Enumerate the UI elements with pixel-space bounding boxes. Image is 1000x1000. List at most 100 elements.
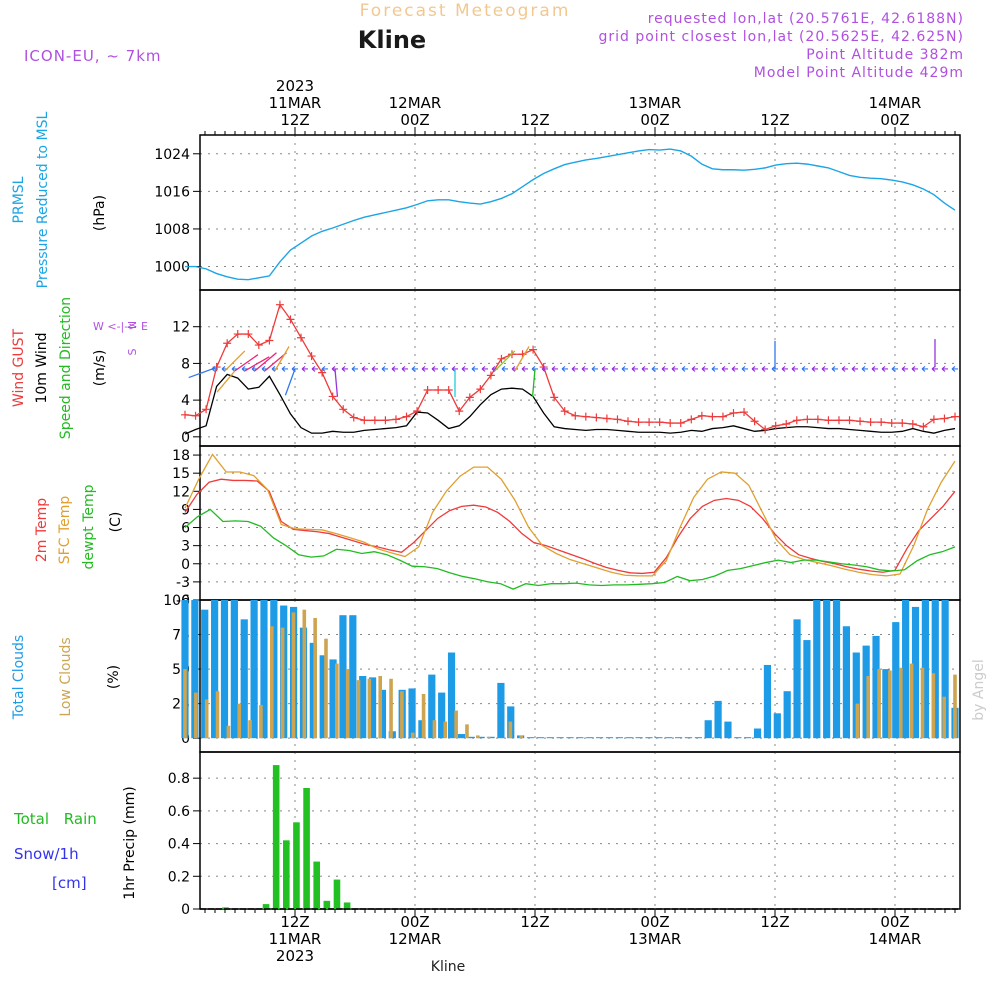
wind-direction-arrow bbox=[671, 365, 678, 372]
low-clouds-bar bbox=[259, 705, 263, 739]
wind-gust-marker bbox=[455, 407, 464, 416]
low-clouds-bar bbox=[855, 703, 860, 739]
wind-direction-arrow bbox=[581, 365, 588, 372]
grid-point-coords: grid point closest lon,lat (20.5625E, 42… bbox=[598, 29, 964, 45]
y-tick-label: 12 bbox=[172, 320, 190, 336]
total-clouds-bar bbox=[793, 619, 801, 739]
rain-bar bbox=[293, 822, 300, 909]
wind-direction-arrow bbox=[931, 365, 938, 372]
total-clouds-bar bbox=[911, 606, 920, 739]
wind-gust-marker bbox=[223, 339, 232, 348]
low-clouds-bar bbox=[335, 663, 339, 739]
total-clouds-bar bbox=[457, 734, 466, 739]
total-clouds-bar bbox=[309, 642, 317, 739]
wind-gust-marker bbox=[202, 405, 211, 414]
wind-gust-marker bbox=[940, 414, 949, 423]
location-title: Kline bbox=[358, 26, 426, 54]
wind-gust-marker bbox=[761, 425, 770, 434]
wind-direction-arrow bbox=[791, 365, 798, 372]
wind-direction-arrow bbox=[641, 365, 648, 372]
rain-bar bbox=[333, 879, 341, 909]
y-tick-label: 3 bbox=[181, 539, 190, 555]
wind-direction-arrow bbox=[321, 365, 328, 372]
wind-direction-arrow bbox=[811, 365, 818, 372]
wind-gust-marker bbox=[771, 421, 780, 430]
low-clouds-bar bbox=[378, 676, 383, 739]
total-clouds-bar bbox=[260, 600, 268, 739]
wind-gust-marker bbox=[834, 416, 843, 425]
low-clouds-bar bbox=[942, 696, 946, 739]
watermark: by Angel bbox=[971, 659, 987, 720]
total-clouds-bar bbox=[536, 737, 544, 739]
low-clouds-bar bbox=[204, 699, 209, 739]
low-clouds-bar bbox=[194, 692, 198, 739]
low-clouds-bar bbox=[920, 667, 925, 739]
wind-gust-marker bbox=[655, 418, 664, 427]
low-clouds-bar bbox=[519, 735, 523, 739]
pressure-line bbox=[185, 148, 956, 281]
wind-gust-marker bbox=[497, 354, 506, 363]
low-clouds-bar bbox=[476, 735, 480, 739]
wind-gust-marker bbox=[866, 418, 875, 427]
time-label-bottom: 12MAR bbox=[389, 930, 442, 948]
point-altitude: Point Altitude 382m bbox=[806, 47, 964, 63]
wind-gust-marker bbox=[645, 418, 654, 427]
model-label: ICON-EU, ~ 7km bbox=[24, 47, 162, 65]
wind-direction-arrow bbox=[741, 365, 748, 372]
total-clouds-bar bbox=[596, 737, 604, 739]
wind-direction-arrow bbox=[881, 365, 888, 372]
y-tick-label: 15 bbox=[172, 466, 190, 482]
wind-direction-arrow bbox=[571, 365, 578, 372]
wind-gust-marker bbox=[887, 419, 896, 428]
wind-gust-marker bbox=[908, 419, 917, 428]
wind-gust-marker bbox=[666, 419, 675, 428]
time-label-top: 00Z bbox=[880, 111, 909, 129]
total-clouds-bar bbox=[783, 691, 791, 739]
rain-bar bbox=[323, 900, 331, 909]
wind-direction-arrow bbox=[731, 365, 738, 372]
compass-west-east: W <-|-> E bbox=[93, 320, 148, 333]
time-label-top: 14MAR bbox=[869, 94, 922, 112]
time-label-top: 12MAR bbox=[389, 94, 442, 112]
total-clouds-bar bbox=[556, 737, 564, 739]
wind-direction-arrow bbox=[841, 365, 848, 372]
prmsl-label: PRMSL bbox=[11, 176, 27, 223]
wind-gust-marker bbox=[413, 407, 422, 416]
wind-gust-marker bbox=[181, 410, 189, 419]
requested-coords: requested lon,lat (20.5761E, 42.6188N) bbox=[648, 11, 964, 27]
time-label-bottom: 12Z bbox=[520, 913, 549, 931]
wind-gust-marker bbox=[602, 414, 611, 423]
wind-gust-marker bbox=[286, 315, 295, 324]
wind-direction-arrow bbox=[541, 365, 548, 372]
wind-direction-arrow bbox=[691, 365, 698, 372]
wind-gust-marker bbox=[824, 416, 833, 425]
wind-direction-arrow bbox=[941, 365, 948, 372]
temp-2m-label: 2m Temp bbox=[34, 498, 50, 562]
y-tick-label: 12 bbox=[172, 484, 190, 500]
total-clouds-bar bbox=[191, 600, 199, 739]
time-label-bottom: 13MAR bbox=[629, 930, 682, 948]
total-clouds-bar bbox=[645, 737, 653, 739]
wind-gust-marker bbox=[687, 415, 696, 424]
wind-direction-arrow bbox=[471, 365, 478, 372]
low-clouds-bar bbox=[909, 663, 914, 739]
clouds-unit: (%) bbox=[106, 665, 122, 689]
wind-gust-marker bbox=[740, 408, 749, 417]
wind-direction-arrow bbox=[271, 365, 278, 372]
total-clouds-bar bbox=[724, 721, 732, 739]
total-clouds-bar bbox=[477, 736, 485, 739]
low-clouds-bar bbox=[367, 678, 372, 739]
wind-direction-arrow bbox=[411, 365, 418, 372]
temp-dew-label: dewpt Temp bbox=[81, 484, 97, 569]
rain-bar bbox=[262, 904, 270, 909]
y-tick-label: 18 bbox=[172, 448, 190, 464]
low-clouds-bar bbox=[898, 667, 903, 739]
total-clouds-bar bbox=[408, 688, 416, 739]
wind-gust-marker bbox=[529, 345, 538, 354]
wind-direction-arrow bbox=[421, 365, 428, 372]
wind-direction-arrow bbox=[361, 365, 368, 372]
wind-gust-marker bbox=[465, 393, 474, 402]
wind-direction-arrow bbox=[631, 365, 638, 372]
wind-10m-label: 10m Wind bbox=[34, 332, 50, 403]
